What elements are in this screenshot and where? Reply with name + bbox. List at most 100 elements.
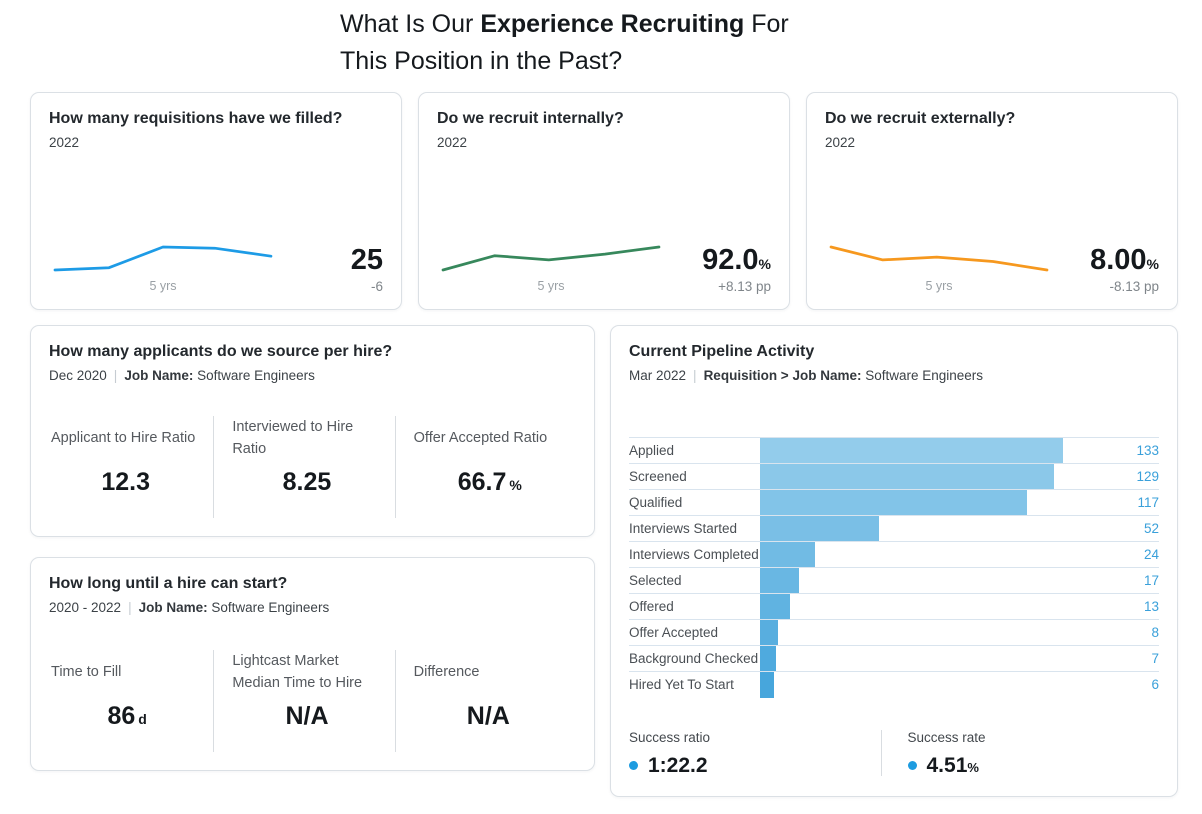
card-title: Do we recruit internally? [437, 110, 624, 127]
kpi-delta: -6 [370, 278, 383, 294]
funnel-stage-value: 117 [1137, 494, 1159, 510]
metrics-row: Time to Fill 86 d Lightcast Market Median… [49, 650, 576, 752]
metric-value: 12.3 [101, 468, 150, 496]
kpi-delta: -8.13 pp [1109, 278, 1159, 294]
kpi-value: 92.0% [702, 243, 771, 276]
card-recruit-externally[interactable]: Do we recruit externally? 2022 5 yrs 8.0… [806, 92, 1178, 310]
funnel-bar [760, 437, 1063, 464]
funnel-stage-label: Offered [629, 598, 674, 614]
kpi-unit: % [758, 255, 771, 272]
metric-market-median-time: Lightcast Market Median Time to Hire N/A [213, 650, 394, 752]
metric-label: Lightcast Market Median Time to Hire [232, 653, 363, 691]
funnel-stage-label: Hired Yet To Start [629, 676, 734, 692]
funnel-stage-label: Interviews Completed [629, 546, 759, 562]
spark-period-label: 5 yrs [925, 279, 953, 293]
bullet-dot-icon [629, 761, 638, 770]
funnel-row: Selected 17 [629, 566, 1159, 594]
funnel-stage-label: Applied [629, 442, 675, 458]
sparkline-chart [441, 245, 661, 272]
funnel-stage-value: 133 [1136, 442, 1159, 458]
funnel-bar [760, 567, 799, 594]
sparkline-chart [829, 245, 1049, 272]
metric-label: Difference [413, 664, 480, 681]
card-title: How many requisitions have we filled? [49, 110, 343, 127]
metric-value: 8.25 [282, 468, 332, 496]
card-subtitle: 2022 [825, 134, 856, 150]
card-applicants-per-hire[interactable]: How many applicants do we source per hir… [30, 325, 595, 537]
card-date: 2020 - 2022 [49, 599, 122, 615]
funnel-row: Interviews Started 52 [629, 514, 1159, 542]
funnel-stage-label: Qualified [629, 494, 683, 510]
stat-label: Success rate [907, 730, 986, 745]
card-subtitle: Mar 2022 | Requisition > Job Name: Softwar… [629, 368, 1159, 383]
filter-value: Software Engineers [865, 367, 984, 383]
page-title: What Is Our Experience Recruiting For Th… [340, 6, 789, 80]
sparkline-chart [53, 245, 273, 272]
metric-label: Time to Fill [51, 664, 122, 681]
metric-unit: d [138, 711, 147, 727]
card-title: How many applicants do we source per hir… [49, 343, 393, 360]
funnel-stage-label: Screened [629, 468, 687, 484]
stat-label: Success ratio [629, 730, 711, 745]
funnel-stage-label: Interviews Started [629, 520, 738, 536]
funnel-row: Applied 133 [629, 436, 1159, 464]
stat-value: 1:22.2 [629, 755, 881, 776]
metric-value: N/A [466, 702, 510, 730]
filter-value: Software Engineers [211, 599, 330, 615]
stat-success-rate: Success rate 4.51% [880, 730, 1160, 776]
metric-value: 86 d [107, 702, 147, 730]
kpi-value: 25 [350, 243, 383, 276]
funnel-row: Background Checked 7 [629, 644, 1159, 672]
funnel-row: Offer Accepted 8 [629, 618, 1159, 646]
card-current-pipeline-activity[interactable]: Current Pipeline Activity Mar 2022 | Requi… [610, 325, 1178, 797]
sparkline-internal: 5 yrs [437, 242, 665, 293]
metric-interviewed-to-hire: Interviewed to Hire Ratio 8.25 [213, 416, 394, 518]
funnel-stage-value: 17 [1143, 572, 1159, 588]
page-title-prefix: What Is Our [340, 10, 481, 38]
spark-period-label: 5 yrs [537, 279, 565, 293]
spark-period-label: 5 yrs [149, 279, 177, 293]
funnel-bar [760, 489, 1027, 516]
funnel-bar [760, 645, 776, 672]
card-date: Mar 2022 [629, 367, 687, 383]
metric-label: Applicant to Hire Ratio [51, 430, 196, 447]
sparkline-external: 5 yrs [825, 242, 1053, 293]
funnel-row: Screened 129 [629, 462, 1159, 490]
funnel-stage-value: 8 [1151, 624, 1159, 640]
card-subtitle: 2020 - 2022 | Job Name: Software Engineers [49, 600, 576, 615]
kpi-delta: +8.13 pp [718, 278, 771, 294]
card-date: Dec 2020 [49, 367, 107, 383]
card-time-until-hire[interactable]: How long until a hire can start? 2020 - … [30, 557, 595, 771]
page-title-line2: This Position in the Past? [340, 47, 623, 75]
filter-label: Requisition > Job Name: [703, 367, 862, 383]
subtitle-separator: | [128, 599, 132, 615]
kpi-value: 8.00% [1090, 243, 1159, 276]
funnel-stage-value: 129 [1136, 468, 1159, 484]
metric-value: N/A [285, 702, 329, 730]
sparkline-requisitions: 5 yrs [49, 242, 277, 293]
funnel-bar [760, 541, 815, 568]
card-recruit-internally[interactable]: Do we recruit internally? 2022 5 yrs 92.… [418, 92, 790, 310]
funnel-bar [760, 671, 774, 698]
metric-value: 66.7% [457, 468, 522, 496]
funnel-stage-value: 24 [1143, 546, 1159, 562]
stat-value: 4.51% [907, 755, 1160, 776]
bullet-dot-icon [907, 761, 917, 770]
filter-label: Job Name: [124, 367, 194, 383]
stat-success-ratio: Success ratio 1:22.2 [629, 730, 881, 776]
card-subtitle: Dec 2020 | Job Name: Software Engineers [49, 368, 576, 383]
page-title-highlight: Experience Recruiting [480, 10, 745, 38]
metric-time-to-fill: Time to Fill 86 d [49, 650, 213, 752]
filter-value: Software Engineers [197, 367, 315, 383]
card-requisitions-filled[interactable]: How many requisitions have we filled? 20… [30, 92, 402, 310]
subtitle-separator: | [113, 367, 118, 383]
funnel-bar [760, 593, 790, 620]
funnel-bar [760, 515, 879, 542]
card-title: How long until a hire can start? [49, 575, 288, 592]
funnel-stage-label: Background Checked [629, 650, 759, 666]
funnel-row: Hired Yet To Start 6 [629, 670, 1159, 698]
page-title-suffix: For [744, 10, 789, 38]
metrics-row: Applicant to Hire Ratio 12.3 Interviewed… [49, 416, 576, 518]
metric-label: Offer Accepted Ratio [413, 430, 548, 447]
